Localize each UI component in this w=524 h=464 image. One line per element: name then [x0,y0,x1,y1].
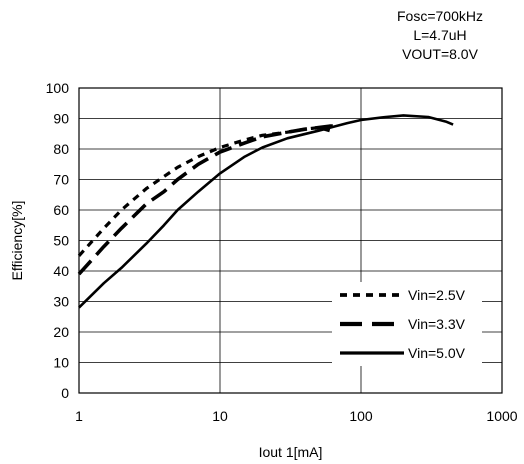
y-tick-label: 0 [61,385,69,401]
legend-label-3: Vin=5.0V [408,345,466,361]
y-axis-title: Efficiency[%] [9,201,25,281]
x-tick-label: 10 [212,408,228,424]
x-tick-label: 1000 [486,408,517,424]
series-line-2 [77,124,340,276]
series-layer [77,114,454,309]
y-tick-label: 100 [46,80,70,96]
y-tick-label: 80 [53,141,69,157]
test-conditions: Fosc=700kHz L=4.7uH VOUT=8.0V [385,7,495,64]
condition-fosc: Fosc=700kHz [397,8,483,24]
y-tick-label: 20 [53,324,69,340]
y-tick-label: 90 [53,111,69,127]
legend-label-2: Vin=3.3V [408,316,466,332]
legend-label-1: Vin=2.5V [408,287,466,303]
condition-inductance: L=4.7uH [413,27,467,43]
y-tick-label: 10 [53,355,69,371]
y-tick-labels: 0 10 20 30 40 50 60 70 80 90 100 [46,80,70,401]
y-tick-label: 30 [53,294,69,310]
x-axis-title: Iout 1[mA] [259,444,323,460]
y-tick-label: 40 [53,263,69,279]
y-tick-label: 60 [53,202,69,218]
y-tick-label: 50 [53,233,69,249]
series-line-3 [78,114,454,309]
series-line-1 [77,126,331,257]
plot-frame [78,87,503,394]
condition-vout: VOUT=8.0V [402,46,478,62]
x-tick-label: 100 [349,408,373,424]
legend: Vin=2.5V Vin=3.3V Vin=5.0V [332,282,482,366]
x-tick-labels: 1 10 100 1000 [75,408,518,424]
x-tick-label: 1 [75,408,83,424]
y-tick-label: 70 [53,172,69,188]
